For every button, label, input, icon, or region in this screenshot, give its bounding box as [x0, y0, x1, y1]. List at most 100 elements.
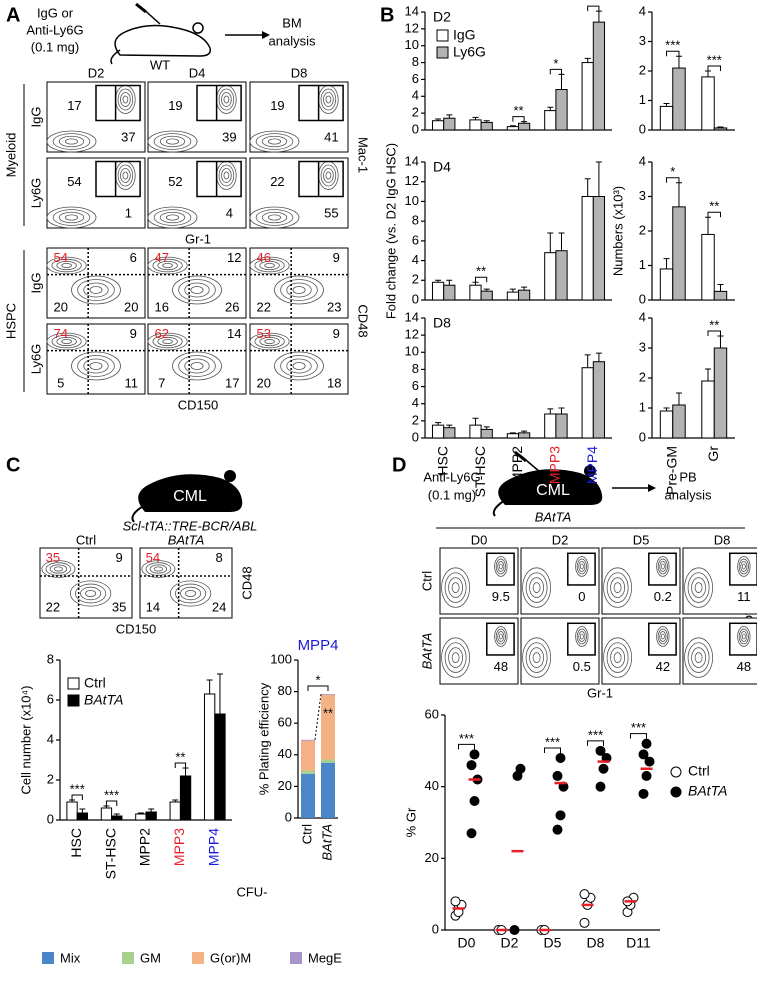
axis-label: % Plating efficiency — [256, 682, 271, 795]
bar — [506, 291, 519, 301]
gate — [298, 84, 344, 122]
bar — [555, 250, 568, 301]
contour — [657, 558, 668, 575]
contour — [51, 258, 82, 273]
y-tick-label: 8 — [412, 213, 419, 228]
gate-value: 42 — [656, 659, 670, 674]
quadrant-value: 14 — [146, 600, 160, 615]
contour — [64, 214, 79, 221]
error-bar — [558, 73, 565, 90]
error-bar — [675, 182, 682, 207]
legend-label: BAtTA — [688, 783, 727, 799]
y-tick-label: 2 — [639, 62, 646, 77]
y-tick-label: 0 — [432, 921, 439, 936]
sig-bracket — [174, 762, 187, 768]
legend-swatch — [122, 952, 134, 964]
contour — [52, 133, 91, 150]
mouse-label: CML — [536, 482, 570, 499]
sig-label: ** — [709, 317, 719, 332]
y-tick-label: 0 — [47, 811, 54, 826]
legend-marker — [670, 786, 682, 798]
y-tick-label: 2 — [412, 412, 419, 427]
contour — [525, 642, 548, 673]
y-tick-label: 20 — [278, 778, 292, 793]
legend-swatch — [67, 677, 80, 690]
contour — [53, 566, 63, 572]
readout: PB — [679, 469, 696, 484]
bar — [555, 413, 568, 439]
y-tick-label: 0 — [412, 291, 419, 306]
y-tick-label: 4 — [639, 3, 646, 18]
genotype: Scl-tTA::TRE-BCR/ABL — [123, 518, 258, 533]
contour — [603, 637, 633, 678]
axis-label: % Gr — [403, 807, 418, 837]
chart-title: D8 — [433, 315, 451, 331]
contour — [71, 275, 121, 305]
gate-value: 39 — [222, 129, 236, 144]
error-bar — [663, 102, 670, 107]
contour — [606, 572, 629, 603]
contour — [610, 577, 626, 598]
day-label: D8 — [291, 65, 308, 80]
bar-segment — [301, 740, 315, 771]
error-bar — [435, 422, 442, 426]
bar — [659, 268, 674, 301]
contour — [280, 355, 318, 377]
error-bar — [472, 417, 479, 426]
sig-bracket — [707, 65, 721, 71]
contour — [613, 652, 622, 663]
dot — [579, 917, 590, 928]
y-tick-label: 1 — [639, 92, 646, 107]
legend-swatch — [192, 952, 204, 964]
contour — [51, 334, 82, 349]
contour — [85, 589, 97, 598]
bar — [179, 775, 192, 821]
y-tick-label: 8 — [412, 361, 419, 376]
contour — [264, 338, 275, 344]
contour — [737, 626, 751, 647]
legend-label: IgG — [453, 27, 476, 43]
legend-label: Ly6G — [453, 44, 486, 60]
bar — [506, 126, 519, 131]
contour — [190, 286, 204, 294]
contour — [525, 572, 548, 603]
gate-value: 41 — [324, 129, 338, 144]
contour — [267, 214, 282, 221]
contour — [320, 164, 337, 187]
contour — [175, 583, 207, 604]
sig-label: *** — [588, 727, 603, 742]
x-tick-label: MPP2 — [137, 828, 153, 866]
error-bar — [172, 799, 179, 802]
bar — [443, 117, 456, 131]
contour — [49, 564, 68, 574]
contour — [529, 577, 545, 598]
contour — [740, 561, 748, 572]
sig-label: * — [315, 672, 320, 687]
gate-value: 19 — [270, 98, 284, 113]
y-tick-label: 80 — [278, 683, 292, 698]
bar — [76, 812, 89, 821]
bar — [555, 89, 568, 131]
quadrant-value: 35 — [46, 550, 60, 565]
sig-label: *** — [70, 781, 85, 796]
arrow — [612, 484, 656, 492]
day-label: D4 — [189, 65, 206, 80]
sig-label: ** — [175, 749, 185, 764]
legend-label: BAtTA — [84, 692, 123, 708]
quadrant-value: 9 — [130, 326, 137, 341]
contour — [61, 338, 72, 344]
contour — [117, 88, 134, 111]
x-tick-label: MPP4 — [584, 446, 600, 484]
dot — [469, 749, 480, 760]
quadrant-value: 46 — [256, 250, 270, 265]
bar — [581, 367, 594, 439]
y-tick-label: 0 — [285, 809, 292, 824]
contour — [578, 561, 586, 572]
error-bar — [483, 426, 490, 430]
quadrant-value: 35 — [112, 600, 126, 615]
day-label: D5 — [633, 532, 650, 547]
error-bar — [705, 70, 712, 77]
quadrant-value: 20 — [256, 376, 270, 391]
bar — [713, 127, 728, 131]
dot — [509, 925, 520, 935]
